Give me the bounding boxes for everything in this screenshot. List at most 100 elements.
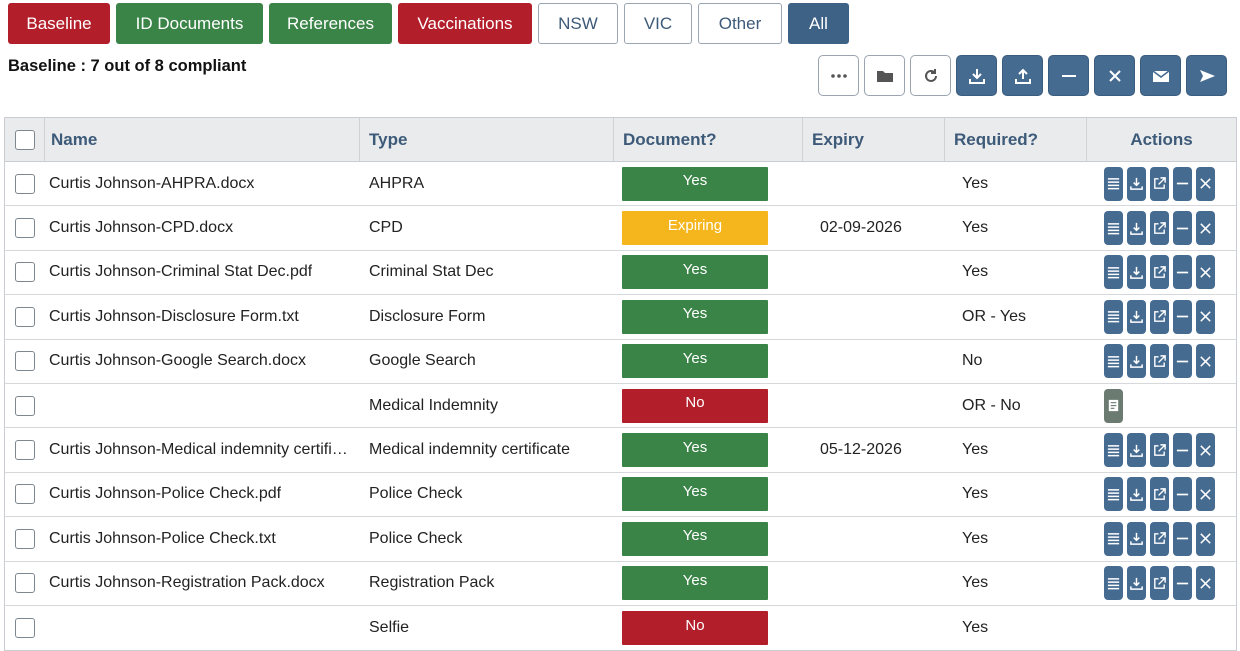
row-remove-button[interactable]: [1173, 344, 1192, 379]
minus-icon: [1175, 176, 1190, 191]
upload-button[interactable]: [1002, 55, 1043, 96]
more-button[interactable]: [818, 55, 859, 96]
send-button[interactable]: [1186, 55, 1227, 96]
row-open-button[interactable]: [1150, 477, 1169, 512]
row-download-button[interactable]: [1127, 566, 1146, 601]
document-status-cell: No: [614, 606, 803, 650]
mail-button[interactable]: [1140, 55, 1181, 96]
row-view-button[interactable]: [1104, 166, 1123, 201]
row-checkbox[interactable]: [15, 528, 35, 549]
column-header-name[interactable]: Name: [45, 118, 360, 161]
row-checkbox[interactable]: [15, 618, 35, 639]
expiry-date: [803, 295, 945, 338]
row-open-button[interactable]: [1150, 344, 1169, 379]
row-view-button[interactable]: [1104, 255, 1123, 290]
minus-button[interactable]: [1048, 55, 1089, 96]
file-name[interactable]: Curtis Johnson-Police Check.pdf: [49, 485, 282, 503]
select-all-checkbox[interactable]: [14, 129, 35, 150]
row-actions: [1087, 473, 1236, 516]
tab-vaccinations[interactable]: Vaccinations: [398, 3, 532, 44]
row-delete-button[interactable]: [1196, 521, 1215, 556]
tab-baseline[interactable]: Baseline: [8, 3, 110, 44]
tab-nsw[interactable]: NSW: [538, 3, 618, 44]
row-delete-button[interactable]: [1196, 477, 1215, 512]
row-delete-button[interactable]: [1196, 433, 1215, 468]
column-header-type[interactable]: Type: [360, 118, 614, 161]
row-open-button[interactable]: [1150, 299, 1169, 334]
file-name[interactable]: Curtis Johnson-Criminal Stat Dec.pdf: [49, 263, 313, 281]
row-checkbox[interactable]: [15, 484, 35, 505]
row-download-button[interactable]: [1127, 211, 1146, 246]
row-open-button[interactable]: [1150, 566, 1169, 601]
tab-all[interactable]: All: [788, 3, 849, 44]
row-download-button[interactable]: [1127, 299, 1146, 334]
file-name[interactable]: Curtis Johnson-Police Check.txt: [49, 529, 276, 547]
row-delete-button[interactable]: [1196, 211, 1215, 246]
row-remove-button[interactable]: [1173, 433, 1192, 468]
document-type: Disclosure Form: [369, 307, 486, 325]
row-delete-button[interactable]: [1196, 299, 1215, 334]
document-status-cell: Yes: [614, 517, 803, 560]
list-icon: [1106, 221, 1121, 236]
row-checkbox[interactable]: [15, 573, 35, 594]
row-checkbox[interactable]: [15, 262, 35, 283]
expiry-date: [803, 517, 945, 560]
column-header-expiry[interactable]: Expiry: [803, 118, 945, 161]
row-checkbox[interactable]: [15, 440, 35, 461]
tab-id-documents[interactable]: ID Documents: [116, 3, 263, 44]
upload-icon: [1013, 66, 1033, 86]
row-remove-button[interactable]: [1173, 166, 1192, 201]
required-status: Yes: [962, 174, 989, 192]
row-open-button[interactable]: [1150, 521, 1169, 556]
download-button[interactable]: [956, 55, 997, 96]
row-view-button[interactable]: [1104, 521, 1123, 556]
row-remove-button[interactable]: [1173, 299, 1192, 334]
row-checkbox[interactable]: [15, 395, 35, 416]
row-remove-button[interactable]: [1173, 566, 1192, 601]
row-download-button[interactable]: [1127, 255, 1146, 290]
row-checkbox[interactable]: [15, 351, 35, 372]
row-view-button[interactable]: [1104, 477, 1123, 512]
row-checkbox[interactable]: [15, 218, 35, 239]
file-name[interactable]: Curtis Johnson-Registration Pack.docx: [49, 574, 325, 592]
row-download-button[interactable]: [1127, 166, 1146, 201]
row-open-button[interactable]: [1150, 166, 1169, 201]
tab-vic[interactable]: VIC: [624, 3, 692, 44]
row-view-button[interactable]: [1104, 211, 1123, 246]
folder-button[interactable]: [864, 55, 905, 96]
row-remove-button[interactable]: [1173, 211, 1192, 246]
row-download-button[interactable]: [1127, 433, 1146, 468]
row-checkbox[interactable]: [15, 306, 35, 327]
row-open-button[interactable]: [1150, 433, 1169, 468]
file-name[interactable]: Curtis Johnson-CPD.docx: [49, 219, 234, 237]
row-delete-button[interactable]: [1196, 566, 1215, 601]
tab-other[interactable]: Other: [698, 3, 782, 44]
close-button[interactable]: [1094, 55, 1135, 96]
row-remove-button[interactable]: [1173, 255, 1192, 290]
file-name[interactable]: Curtis Johnson-Medical indemnity certifi…: [49, 441, 349, 459]
file-name[interactable]: Curtis Johnson-Google Search.docx: [49, 352, 307, 370]
row-download-button[interactable]: [1127, 477, 1146, 512]
row-view-button[interactable]: [1104, 299, 1123, 334]
row-remove-button[interactable]: [1173, 521, 1192, 556]
file-name[interactable]: Curtis Johnson-AHPRA.docx: [49, 174, 255, 192]
row-open-button[interactable]: [1150, 211, 1169, 246]
row-download-button[interactable]: [1127, 344, 1146, 379]
row-document-button[interactable]: [1104, 388, 1123, 423]
row-delete-button[interactable]: [1196, 344, 1215, 379]
document-status-badge: No: [622, 611, 768, 646]
row-remove-button[interactable]: [1173, 477, 1192, 512]
row-view-button[interactable]: [1104, 566, 1123, 601]
row-open-button[interactable]: [1150, 255, 1169, 290]
row-download-button[interactable]: [1127, 521, 1146, 556]
row-delete-button[interactable]: [1196, 166, 1215, 201]
refresh-button[interactable]: [910, 55, 951, 96]
column-header-document[interactable]: Document?: [614, 118, 803, 161]
row-view-button[interactable]: [1104, 344, 1123, 379]
row-view-button[interactable]: [1104, 433, 1123, 468]
row-delete-button[interactable]: [1196, 255, 1215, 290]
row-checkbox[interactable]: [15, 173, 35, 194]
tab-references[interactable]: References: [269, 3, 392, 44]
file-name[interactable]: Curtis Johnson-Disclosure Form.txt: [49, 307, 299, 325]
column-header-required[interactable]: Required?: [945, 118, 1087, 161]
